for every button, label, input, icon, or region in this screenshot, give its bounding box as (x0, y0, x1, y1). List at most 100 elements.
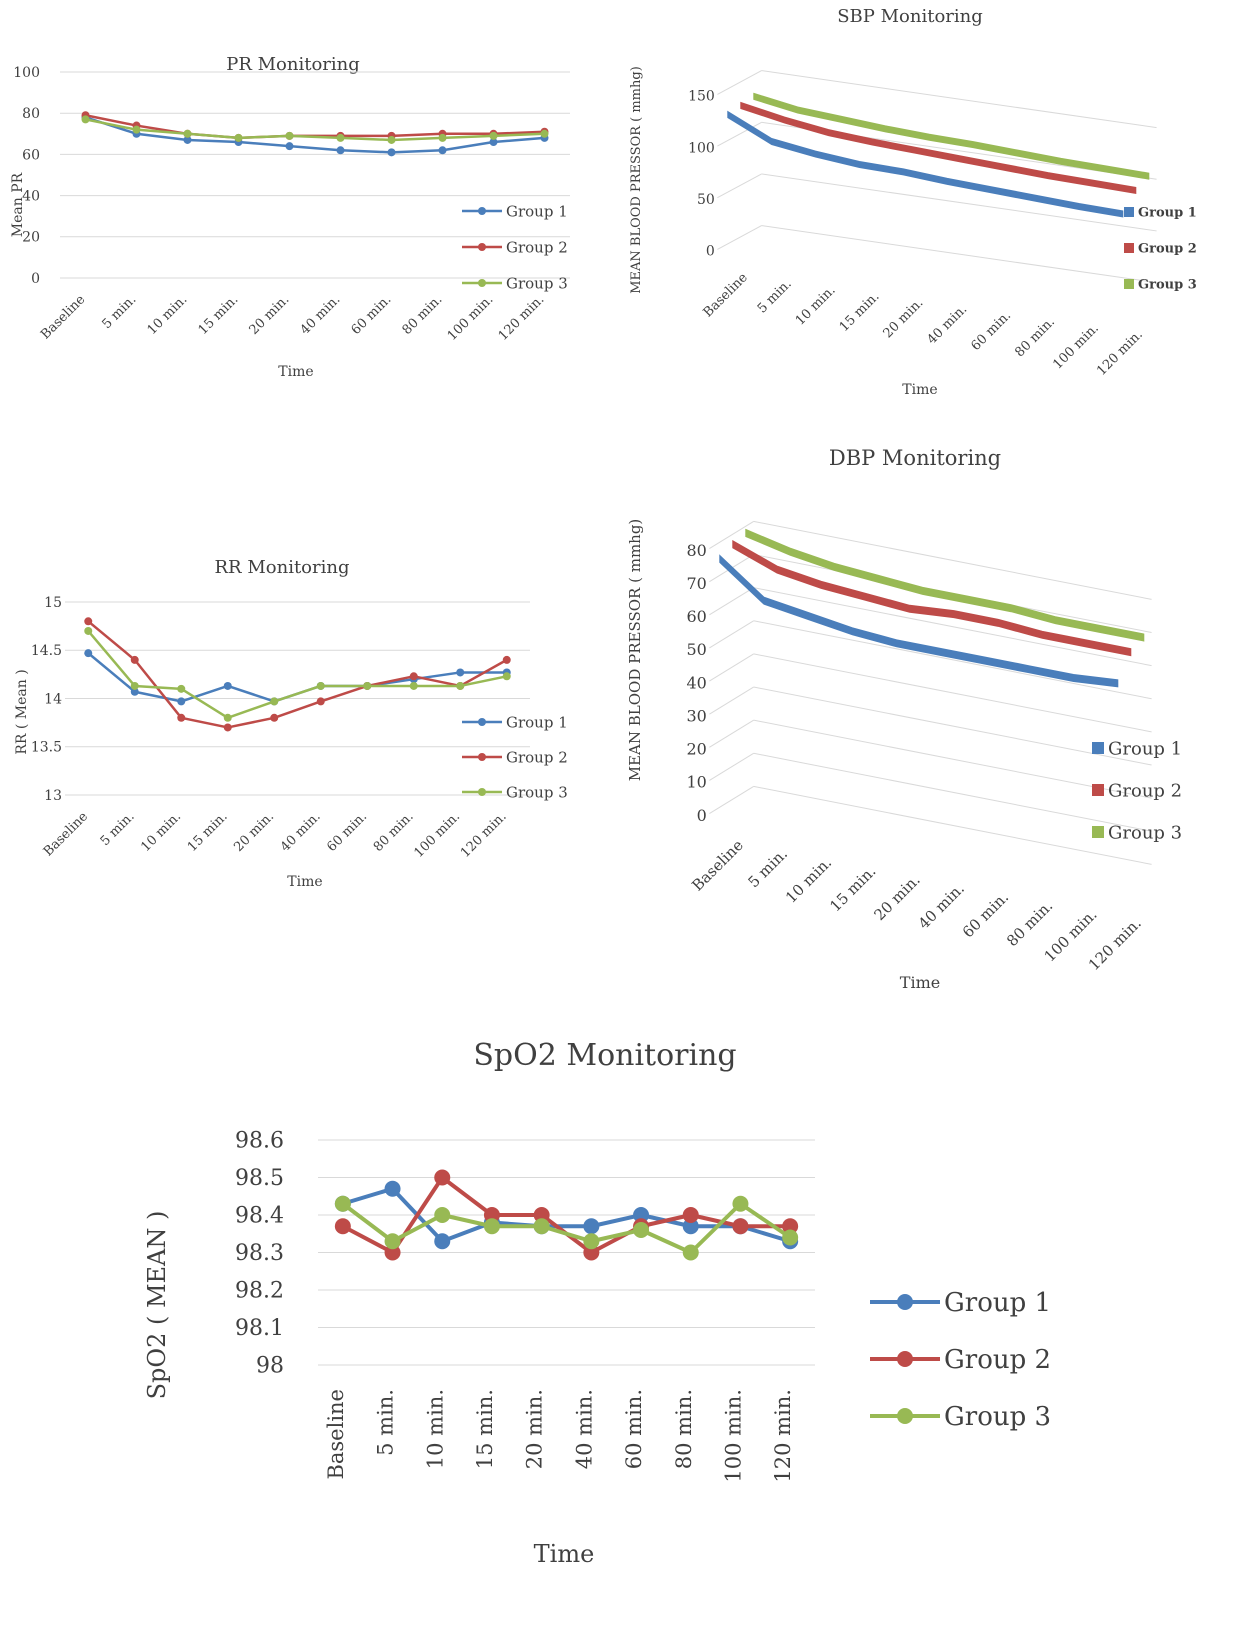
pr-point (183, 135, 192, 144)
spo2-ytick-label: 98 (256, 1354, 284, 1379)
sbp-xtick-label: Baseline (701, 270, 751, 320)
dbp-gridline (753, 653, 1152, 733)
pr-xtick-label: 15 min. (196, 292, 242, 338)
sbp-xtick-label: 20 min. (881, 296, 927, 342)
rr-legend-label-2: Group 2 (506, 748, 568, 766)
rr-point (456, 681, 465, 690)
spo2-legend-label-3: Group 3 (944, 1402, 1051, 1432)
spo2-point (633, 1207, 650, 1223)
pr-ytick-label: 20 (22, 230, 40, 246)
sbp-ytick-label: 100 (688, 140, 715, 156)
pr-xtick-label: 100 min. (445, 292, 497, 344)
spo2-xtick-label: 100 min. (721, 1389, 745, 1483)
sbp-xtick-label: 10 min. (793, 283, 839, 329)
dbp-legend-swatch-2 (1092, 784, 1104, 796)
rr-point (84, 626, 93, 635)
spo2-ylabel: SpO2 ( MEAN ) (143, 1211, 171, 1400)
sbp-xlabel: Time (902, 382, 937, 398)
dbp-gridline-side (709, 686, 754, 715)
pr-point (387, 148, 396, 157)
dbp-legend-label-1: Group 1 (1108, 738, 1182, 759)
rr-xtick-label: Baseline (41, 809, 91, 859)
sbp-xtick-label: 5 min. (755, 277, 795, 317)
spo2-xtick-label: 40 min. (572, 1389, 596, 1469)
pr-title: PR Monitoring (226, 54, 360, 75)
sbp-legend-label-3: Group 3 (1138, 278, 1197, 293)
spo2-point (483, 1218, 500, 1235)
spo2-ytick-label: 98.6 (235, 1129, 284, 1154)
rr-legend-marker-1 (478, 718, 486, 726)
dbp-ytick-label: 30 (686, 706, 706, 725)
dbp-gridline (753, 686, 1152, 766)
dbp-xtick-label: 20 min. (870, 871, 923, 924)
rr-xtick-label: 10 min. (138, 809, 184, 855)
dbp-gridline-side (709, 653, 754, 682)
pr-point (540, 129, 549, 138)
dbp-xlabel: Time (900, 973, 940, 992)
pr-legend-label-2: Group 2 (506, 238, 568, 256)
pr-point (234, 133, 243, 142)
rr-point (130, 687, 139, 696)
sbp-chart: SBP Monitoring 0 50 100 150 Baseline 5 min.10 … (629, 6, 1197, 398)
sbp-series-line-2 (740, 101, 1137, 194)
rr-point (409, 672, 418, 681)
pr-point (132, 125, 141, 134)
rr-chart: RR Monitoring 13 13.5 14 14.5 15 Baseline 5 min… (14, 557, 568, 890)
spo2-legend-label-1: Group 1 (944, 1288, 1051, 1318)
dbp-ytick-label: 10 (686, 773, 706, 792)
pr-series-line-1 (85, 116, 545, 154)
spo2-legend-marker-2 (897, 1351, 913, 1367)
sbp-xtick-label: 60 min. (968, 308, 1014, 354)
rr-legend-marker-2 (478, 753, 486, 761)
pr-xtick-label: 80 min. (400, 292, 446, 338)
pr-legend-marker-2 (478, 243, 486, 251)
pr-xtick-label: 10 min. (145, 292, 191, 338)
rr-point (409, 681, 418, 690)
rr-xtick-label: 100 min. (412, 809, 464, 861)
rr-point (177, 713, 186, 722)
pr-ytick-label: 40 (22, 189, 40, 205)
spo2-legend-marker-1 (897, 1294, 913, 1310)
dbp-chart: DBP Monitoring 0 10 20 30 40 50 60 70 80 Baseline5… (626, 446, 1182, 992)
rr-xtick-label: 60 min. (324, 809, 370, 855)
dbp-ytick-label: 20 (686, 740, 706, 759)
rr-ytick-label: 14 (44, 691, 62, 707)
spo2-point (633, 1222, 650, 1238)
sbp-ytick-label: 150 (688, 89, 715, 105)
dbp-legend-label-3: Group 3 (1108, 822, 1182, 843)
spo2-point (782, 1218, 799, 1235)
sbp-legend-swatch-3 (1124, 279, 1134, 289)
pr-point (438, 146, 447, 155)
pr-point (81, 115, 90, 124)
spo2-xtick-label: 80 min. (672, 1389, 696, 1469)
sbp-gridline (761, 70, 1157, 129)
spo2-xtick-label: 5 min. (374, 1389, 398, 1456)
rr-point (84, 649, 93, 658)
sbp-xtick-label: 120 min. (1094, 327, 1146, 379)
dbp-series-line-3 (745, 528, 1145, 642)
pr-point (285, 142, 294, 151)
rr-xtick-label: 40 min. (278, 809, 324, 855)
pr-legend-marker-1 (478, 207, 486, 215)
sbp-xtick-label: 40 min. (925, 302, 971, 348)
rr-point (223, 681, 232, 690)
rr-ytick-label: 15 (44, 595, 62, 611)
dbp-xtick-label: 40 min. (915, 879, 968, 932)
dbp-gridline (753, 620, 1152, 700)
rr-point (130, 655, 139, 664)
spo2-ytick-label: 98.5 (235, 1166, 284, 1191)
dbp-ytick-label: 70 (686, 574, 706, 593)
sbp-gridline (761, 225, 1157, 284)
spo2-point (384, 1244, 401, 1261)
spo2-point (732, 1195, 749, 1212)
dbp-series-line-2 (732, 539, 1132, 657)
rr-legend-label-3: Group 3 (506, 783, 568, 801)
rr-ytick-label: 13 (44, 788, 62, 804)
pr-legend-label-3: Group 3 (506, 274, 568, 292)
rr-legend-label-1: Group 1 (506, 713, 568, 731)
rr-xtick-label: 80 min. (371, 809, 417, 855)
spo2-series-line-3 (341, 1201, 792, 1255)
rr-xtick-label: 20 min. (231, 809, 277, 855)
spo2-point (583, 1233, 600, 1250)
